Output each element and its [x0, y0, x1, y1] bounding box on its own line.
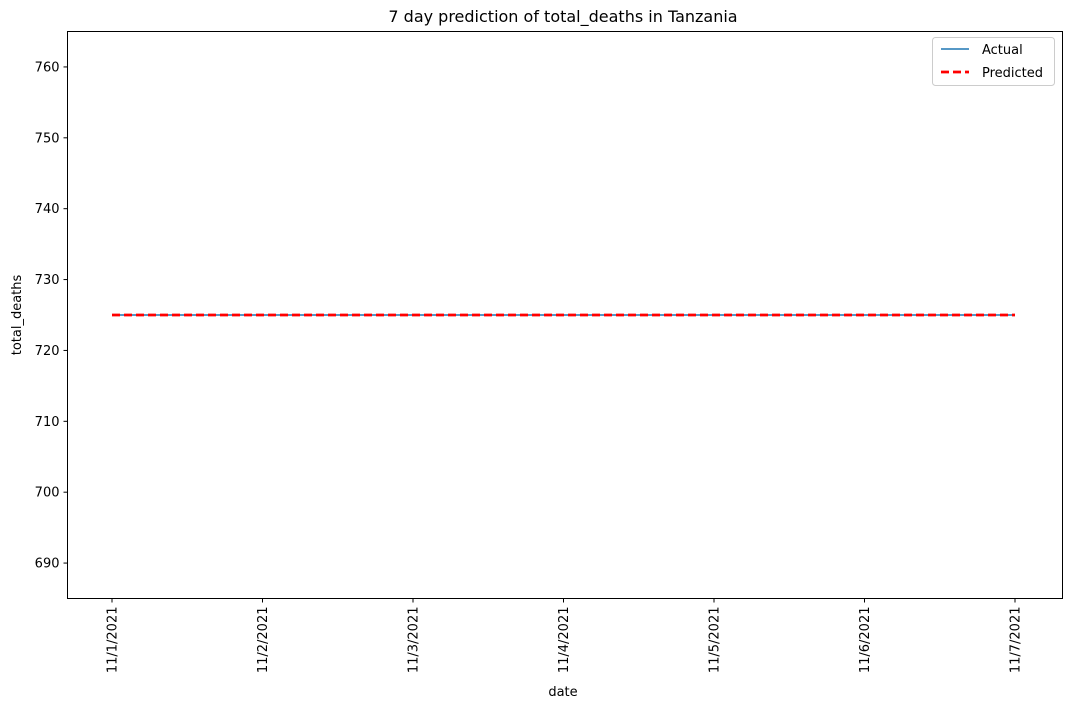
legend: Actual Predicted	[932, 37, 1055, 86]
y-axis-label: total_deaths	[10, 275, 25, 356]
chart-title: 7 day prediction of total_deaths in Tanz…	[388, 7, 737, 27]
y-tick-label: 690	[35, 557, 60, 572]
y-tick-label: 760	[35, 60, 60, 75]
x-axis: 11/1/2021 11/2/2021 11/3/2021 11/4/2021 11/5…	[106, 598, 1024, 674]
x-tick-label: 11/5/2021	[708, 607, 723, 674]
plot-area-frame	[67, 31, 1063, 599]
y-tick-label: 710	[35, 415, 60, 430]
x-axis-label: date	[548, 685, 577, 700]
y-tick-label: 740	[35, 202, 60, 217]
y-tick-label: 700	[35, 486, 60, 501]
legend-label-actual: Actual	[982, 43, 1023, 58]
y-tick-label: 730	[35, 273, 60, 288]
x-tick-label: 11/6/2021	[858, 607, 873, 674]
x-tick-label: 11/3/2021	[407, 607, 422, 674]
x-tick-label: 11/2/2021	[256, 607, 271, 674]
y-tick-label: 720	[35, 344, 60, 359]
x-tick-label: 11/1/2021	[106, 607, 121, 674]
x-tick-label: 11/4/2021	[557, 607, 572, 674]
y-axis: 690 700 710 720 730 740 750 760	[35, 60, 68, 572]
legend-label-predicted: Predicted	[982, 66, 1043, 81]
x-tick-label: 11/7/2021	[1009, 607, 1024, 674]
y-tick-label: 750	[35, 131, 60, 146]
